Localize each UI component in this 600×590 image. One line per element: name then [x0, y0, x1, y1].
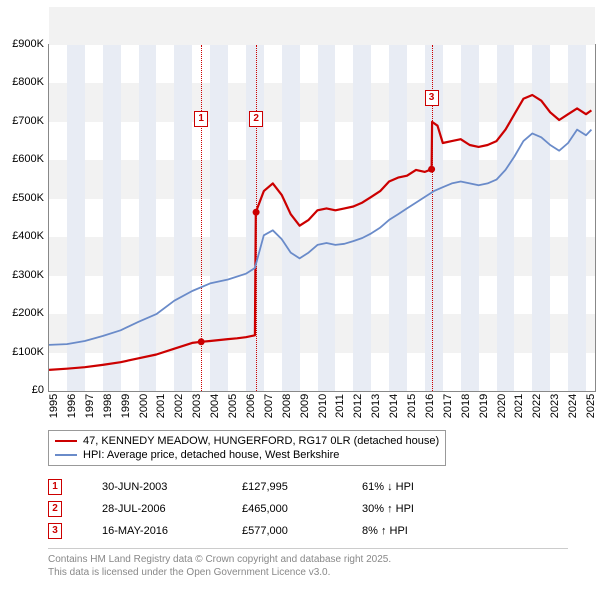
x-tick-label: 2002	[173, 394, 185, 418]
sale-point	[428, 166, 435, 173]
sale-row: 3 16-MAY-2016£577,0008% ↑ HPI	[48, 520, 482, 542]
x-tick-label: 2019	[478, 394, 490, 418]
x-tick-label: 2014	[388, 394, 400, 418]
x-tick-label: 2009	[299, 394, 311, 418]
sale-row-marker: 3	[48, 523, 62, 539]
y-tick-label: £100K	[0, 346, 44, 358]
y-tick-label: £0	[0, 384, 44, 396]
x-tick-label: 2003	[191, 394, 203, 418]
chart-area: 123 £0£100K£200K£300K£400K£500K£600K£700…	[8, 44, 596, 424]
sale-row-price: £577,000	[242, 525, 362, 537]
footer-line2: This data is licensed under the Open Gov…	[48, 566, 568, 579]
series-line-hpi	[49, 130, 591, 345]
x-tick-label: 1996	[66, 394, 78, 418]
x-tick-label: 2005	[227, 394, 239, 418]
x-tick-label: 2001	[155, 394, 167, 418]
sale-row-date: 30-JUN-2003	[102, 481, 242, 493]
sale-point	[253, 209, 260, 216]
sale-row-marker: 1	[48, 479, 62, 495]
y-tick-label: £500K	[0, 192, 44, 204]
sale-row-date: 28-JUL-2006	[102, 503, 242, 515]
x-tick-label: 2008	[281, 394, 293, 418]
x-tick-label: 2021	[513, 394, 525, 418]
x-tick-label: 2025	[585, 394, 597, 418]
x-tick-label: 1998	[102, 394, 114, 418]
sales-table: 1 30-JUN-2003£127,99561% ↓ HPI 2 28-JUL-200…	[48, 476, 482, 542]
sale-row: 1 30-JUN-2003£127,99561% ↓ HPI	[48, 476, 482, 498]
plot-region: 123	[48, 44, 596, 392]
sale-row-date: 16-MAY-2016	[102, 525, 242, 537]
x-tick-label: 1995	[48, 394, 60, 418]
footer-attribution: Contains HM Land Registry data © Crown c…	[48, 548, 568, 579]
sale-row: 2 28-JUL-2006£465,00030% ↑ HPI	[48, 498, 482, 520]
x-tick-label: 1997	[84, 394, 96, 418]
x-tick-label: 2016	[424, 394, 436, 418]
x-tick-label: 2022	[531, 394, 543, 418]
x-tick-label: 2010	[317, 394, 329, 418]
x-tick-label: 2011	[334, 394, 346, 418]
sale-row-pct: 61% ↓ HPI	[362, 481, 482, 493]
y-tick-label: £300K	[0, 269, 44, 281]
x-tick-label: 2012	[352, 394, 364, 418]
x-tick-label: 2004	[209, 394, 221, 418]
x-tick-label: 2024	[567, 394, 579, 418]
x-tick-label: 1999	[120, 394, 132, 418]
legend-label-price-paid: 47, KENNEDY MEADOW, HUNGERFORD, RG17 0LR…	[83, 435, 439, 447]
sale-row-pct: 8% ↑ HPI	[362, 525, 482, 537]
x-tick-label: 2020	[496, 394, 508, 418]
x-tick-label: 2006	[245, 394, 257, 418]
sale-point	[198, 338, 205, 345]
sale-row-pct: 30% ↑ HPI	[362, 503, 482, 515]
legend-item-hpi: HPI: Average price, detached house, West…	[55, 448, 439, 462]
x-tick-label: 2007	[263, 394, 275, 418]
x-tick-label: 2013	[370, 394, 382, 418]
y-tick-label: £800K	[0, 76, 44, 88]
y-tick-label: £600K	[0, 153, 44, 165]
footer-line1: Contains HM Land Registry data © Crown c…	[48, 553, 568, 566]
legend: 47, KENNEDY MEADOW, HUNGERFORD, RG17 0LR…	[48, 430, 446, 466]
sale-row-price: £127,995	[242, 481, 362, 493]
y-tick-label: £900K	[0, 38, 44, 50]
y-tick-label: £200K	[0, 307, 44, 319]
x-tick-label: 2015	[406, 394, 418, 418]
y-tick-label: £400K	[0, 230, 44, 242]
y-tick-label: £700K	[0, 115, 44, 127]
legend-label-hpi: HPI: Average price, detached house, West…	[83, 449, 339, 461]
series-line-price_paid	[49, 95, 591, 370]
legend-swatch-blue	[55, 454, 77, 456]
x-tick-label: 2018	[460, 394, 472, 418]
sale-row-price: £465,000	[242, 503, 362, 515]
x-tick-label: 2000	[138, 394, 150, 418]
legend-swatch-red	[55, 440, 77, 442]
legend-item-price-paid: 47, KENNEDY MEADOW, HUNGERFORD, RG17 0LR…	[55, 434, 439, 448]
x-tick-label: 2023	[549, 394, 561, 418]
sale-row-marker: 2	[48, 501, 62, 517]
x-tick-label: 2017	[442, 394, 454, 418]
